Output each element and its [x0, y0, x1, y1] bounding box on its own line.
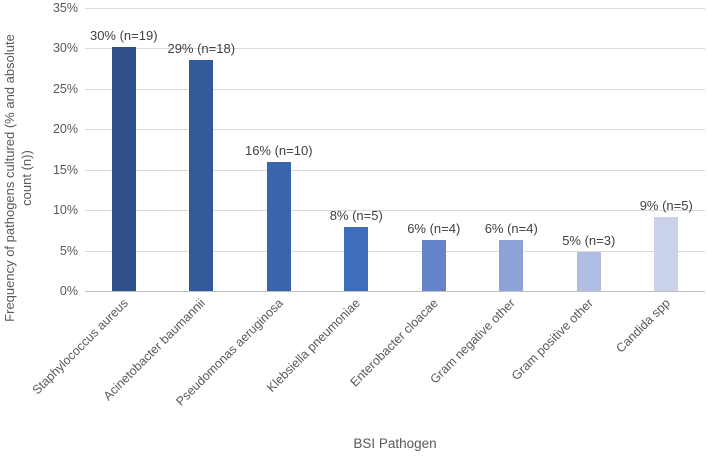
- bar: [421, 240, 446, 291]
- gridline: [85, 250, 705, 252]
- bar-column: 30% (n=19): [85, 8, 163, 291]
- gridline: [85, 48, 705, 50]
- x-axis-line: [85, 291, 705, 292]
- x-axis-category-label: Acinetobacter baumannii: [100, 296, 209, 404]
- bar-data-label: 29% (n=18): [167, 40, 236, 56]
- bar-data-label: 9% (n=5): [639, 198, 693, 214]
- gridline: [85, 8, 705, 9]
- y-axis-tick-label: 5%: [59, 243, 78, 258]
- y-axis-tick-label: 15%: [52, 162, 78, 177]
- bar: [189, 59, 214, 291]
- bar-column: 16% (n=10): [240, 8, 318, 291]
- bar-column: 9% (n=5): [628, 8, 706, 291]
- bar-data-label: 16% (n=10): [244, 143, 313, 159]
- bar-column: 6% (n=4): [395, 8, 473, 291]
- gridline: [85, 169, 705, 171]
- bar-column: 29% (n=18): [163, 8, 241, 291]
- gridline: [85, 210, 705, 212]
- x-axis-category-label: Gram negative other: [427, 296, 519, 387]
- bar-data-label: 6% (n=4): [484, 221, 538, 237]
- x-axis-title: BSI Pathogen: [353, 436, 437, 451]
- bar-data-label: 30% (n=19): [89, 27, 158, 43]
- x-axis-category-label: Klebsiella pneumoniae: [264, 296, 364, 395]
- y-axis-tick-label: 10%: [52, 203, 78, 218]
- bar: [576, 252, 601, 291]
- bar: [654, 217, 679, 291]
- bar: [499, 240, 524, 291]
- x-axis-category-label: Gram positive other: [508, 296, 596, 384]
- bar-column: 8% (n=5): [318, 8, 396, 291]
- bar-column: 6% (n=4): [473, 8, 551, 291]
- x-axis-category-label: Pseudomonas aeruginosa: [173, 296, 286, 409]
- x-axis-category-labels: Staphylococcus aureus Acinetobacter bauma…: [29, 296, 705, 416]
- bar: [266, 162, 291, 291]
- y-axis-tick-label: 20%: [52, 122, 78, 137]
- y-axis-tick-label: 30%: [52, 41, 78, 56]
- bar-column: 5% (n=3): [550, 8, 628, 291]
- y-axis-tick-label: 25%: [52, 81, 78, 96]
- x-axis-category-label: Candida spp: [613, 296, 674, 356]
- bar-data-label: 6% (n=4): [407, 221, 461, 237]
- bar: [111, 46, 136, 291]
- y-axis-tick-label: 35%: [52, 1, 78, 15]
- bar: [344, 227, 369, 291]
- x-axis-category-label: Enterobacter cloacae: [347, 296, 441, 390]
- y-axis-tick-labels: 35% 30% 25% 20% 15% 10% 5% 0%: [0, 1, 78, 298]
- plot-area: 30% (n=19) 29% (n=18) 16% (n=10) 8% (n=5) 6%…: [85, 8, 706, 292]
- bar-data-label: 5% (n=3): [562, 233, 616, 249]
- gridline: [85, 88, 705, 90]
- gridline: [85, 129, 705, 131]
- bar-data-label: 8% (n=5): [329, 208, 383, 224]
- y-axis-tick-label: 0%: [59, 284, 78, 298]
